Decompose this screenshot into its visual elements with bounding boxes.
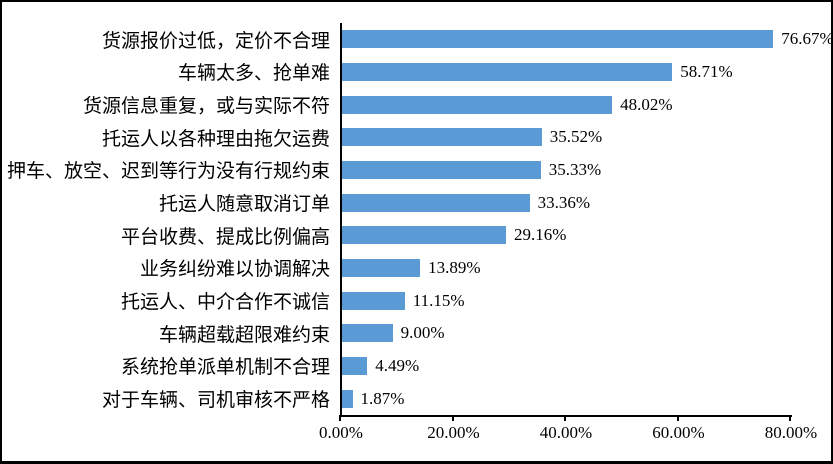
value-label: 48.02%: [620, 94, 673, 114]
value-label: 1.87%: [360, 388, 405, 408]
value-label: 4.49%: [375, 355, 420, 375]
bar: [342, 30, 774, 49]
bar-row: 托运人以各种理由拖欠运费 35.52%: [2, 121, 831, 154]
bar: [342, 128, 542, 147]
bar: [342, 160, 541, 179]
category-label: 押车、放空、迟到等行为没有行规约束: [6, 161, 330, 183]
category-label: 车辆超载超限难约束: [158, 324, 330, 346]
bar-row: 托运人、中介合作不诚信 11.15%: [2, 284, 831, 317]
value-label: 33.36%: [537, 192, 591, 212]
category-label: 托运人以各种理由拖欠运费: [101, 128, 330, 150]
bar-row: 车辆太多、抢单难 58.71%: [2, 56, 831, 89]
bar-row: 车辆超载超限难约束 9.00%: [2, 317, 831, 350]
x-axis-tick-label: 40.00%: [539, 423, 593, 442]
bar-row: 货源报价过低，定价不合理 76.67%: [2, 23, 831, 56]
category-label: 货源报价过低，定价不合理: [101, 30, 330, 52]
x-axis-tick: [676, 415, 679, 421]
x-axis-tick-label: 0.00%: [319, 423, 363, 442]
category-label: 托运人、中介合作不诚信: [120, 292, 330, 314]
bar: [342, 324, 393, 343]
value-label: 29.16%: [514, 225, 567, 245]
x-axis-line: [340, 415, 792, 417]
bar-row: 押车、放空、迟到等行为没有行规约束 35.33%: [2, 154, 831, 187]
category-label: 系统抢单派单机制不合理: [120, 357, 330, 379]
bar: [342, 226, 507, 245]
y-axis-line: [340, 23, 342, 417]
bar-row: 平台收费、提成比例偏高 29.16%: [2, 219, 831, 252]
bar: [342, 62, 673, 81]
x-axis-tick: [451, 415, 454, 421]
bar-row: 托运人随意取消订单 33.36%: [2, 186, 831, 219]
value-label: 9.00%: [400, 323, 445, 343]
bar-row: 业务纠纷难以协调解决 13.89%: [2, 252, 831, 285]
value-label: 35.52%: [549, 127, 603, 147]
x-axis-tick-label: 60.00%: [652, 423, 705, 442]
bar: [342, 258, 421, 277]
x-axis-tick: [564, 415, 566, 421]
category-label: 车辆太多、抢单难: [177, 63, 330, 85]
bar: [342, 356, 368, 375]
bar-row: 对于车辆、司机审核不严格 1.87%: [2, 382, 831, 415]
category-label: 平台收费、提成比例偏高: [120, 226, 330, 248]
bar: [342, 95, 613, 114]
value-label: 13.89%: [428, 257, 481, 277]
category-label: 托运人随意取消订单: [158, 194, 330, 216]
category-label: 货源信息重复，或与实际不符: [82, 96, 330, 118]
x-axis-tick-label: 80.00%: [764, 423, 818, 442]
bar: [342, 389, 353, 408]
bar: [342, 193, 530, 212]
value-label: 76.67%: [781, 29, 833, 49]
x-axis-tick: [789, 415, 791, 421]
value-label: 58.71%: [680, 61, 733, 81]
bar-row: 系统抢单派单机制不合理 4.49%: [2, 350, 831, 383]
value-label: 11.15%: [412, 290, 465, 310]
x-axis-tick: [339, 415, 341, 421]
category-label: 业务纠纷难以协调解决: [139, 259, 330, 281]
x-axis-tick-label: 20.00%: [427, 423, 480, 442]
bar-row: 货源信息重复，或与实际不符 48.02%: [2, 88, 831, 121]
value-label: 35.33%: [548, 159, 602, 179]
bar: [342, 291, 405, 310]
category-label: 对于车辆、司机审核不严格: [101, 390, 330, 412]
